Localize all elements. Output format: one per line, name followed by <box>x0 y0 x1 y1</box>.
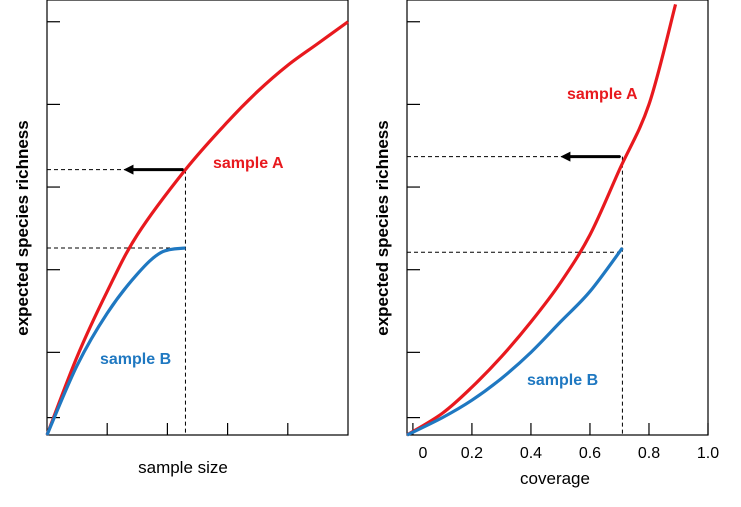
right-panel: sample A sample B 0 0.2 0.4 0.6 0.8 1.0 cover… <box>373 0 719 488</box>
right-x-tick-label: 0.6 <box>579 445 601 462</box>
left-series-sample-b-line <box>45 246 186 436</box>
left-x-ticks <box>106 423 289 435</box>
left-x-axis-label: sample size <box>138 458 228 477</box>
right-y-ticks <box>407 21 420 419</box>
left-series-sample-a-line <box>45 20 349 436</box>
right-series-sample-a-line <box>406 3 678 437</box>
left-y-axis-label: expected species richness <box>13 120 32 335</box>
right-plot-frame <box>406 0 709 436</box>
right-x-ticks <box>412 423 709 435</box>
left-y-ticks <box>47 21 60 419</box>
right-arrow <box>560 151 621 162</box>
right-x-tick-labels: 0 0.2 0.4 0.6 0.8 1.0 <box>418 445 719 462</box>
right-guide-lines <box>407 156 623 435</box>
left-label-sample-b: sample B <box>100 351 171 368</box>
right-label-sample-a: sample A <box>567 86 638 103</box>
left-arrow-head <box>123 164 134 175</box>
right-x-tick-label: 0 <box>418 445 427 462</box>
right-x-tick-label: 0.4 <box>520 445 542 462</box>
right-label-sample-b: sample B <box>527 372 598 389</box>
right-x-tick-label: 0.8 <box>638 445 660 462</box>
left-plot-frame <box>46 0 349 436</box>
right-x-axis-label: coverage <box>520 469 590 488</box>
right-arrow-head <box>560 151 571 162</box>
right-series-sample-b-line <box>406 246 624 437</box>
right-y-axis-label: expected species richness <box>373 120 392 335</box>
right-x-tick-label: 1.0 <box>697 445 719 462</box>
left-label-sample-a: sample A <box>213 155 284 172</box>
left-arrow <box>123 164 184 175</box>
right-x-tick-label: 0.2 <box>461 445 483 462</box>
left-panel: sample A sample B sample size expected s… <box>13 0 349 477</box>
